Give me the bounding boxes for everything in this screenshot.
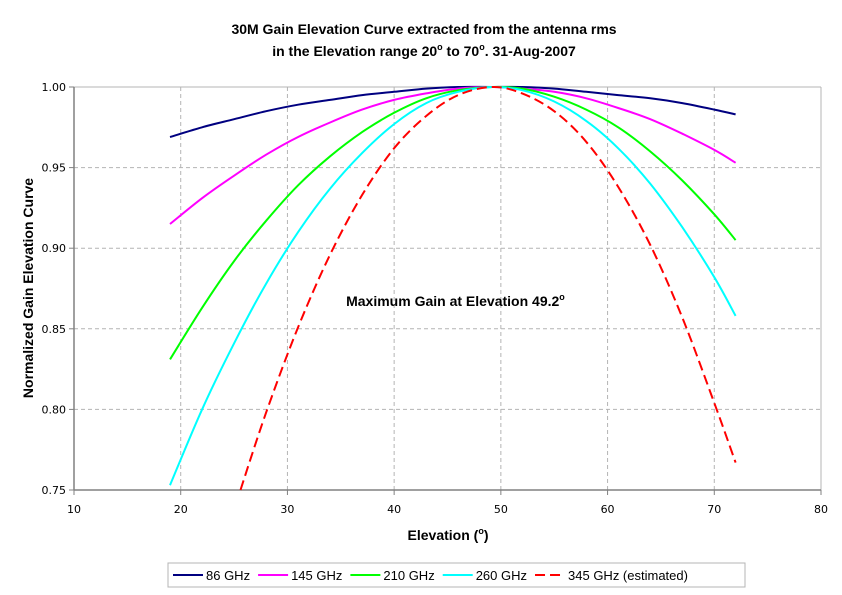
x-axis-label: Elevation (o): [408, 526, 489, 543]
series-lines: [169, 85, 737, 491]
title-part-1: in the Elevation range 20: [272, 43, 437, 59]
x-tick-label: 70: [707, 503, 721, 516]
x-tick-label: 30: [280, 503, 294, 516]
y-tick-label: 0.85: [42, 323, 67, 336]
series-line-145-ghz: [169, 86, 737, 225]
series-line-210-ghz: [169, 85, 737, 360]
annotation-text: Maximum Gain at Elevation 49.2: [346, 293, 559, 309]
legend-label: 345 GHz (estimated): [568, 568, 688, 583]
x-axis-label-text: Elevation (: [408, 527, 479, 543]
series-line-345-ghz: [239, 85, 737, 491]
legend: 86 GHz 145 GHz 210 GHz 260 GHz 345 GHz (esti…: [167, 562, 746, 588]
y-tick-label: 0.90: [42, 242, 67, 255]
legend-label: 86 GHz: [206, 568, 250, 583]
chart-title-line-1: 30M Gain Elevation Curve extracted from …: [231, 21, 616, 37]
y-tick-label: 0.95: [42, 162, 67, 175]
series-line-260-ghz: [169, 85, 737, 486]
y-tick-label: 0.80: [42, 403, 67, 416]
chart-title-line-2: in the Elevation range 20o to 70o. 31-Au…: [272, 42, 576, 59]
y-tick-label: 0.75: [42, 484, 67, 497]
annotation-max-gain: Maximum Gain at Elevation 49.2o: [346, 292, 565, 309]
x-tick-label: 50: [494, 503, 508, 516]
y-axis-label: Normalized Gain Elevation Curve: [20, 178, 36, 398]
series-line-86-ghz: [169, 85, 736, 138]
title-degree-2: o: [479, 42, 485, 52]
axes: [69, 86, 822, 495]
title-part-2: to 70: [443, 43, 480, 59]
x-tick-label: 20: [174, 503, 188, 516]
x-tick-label: 40: [387, 503, 401, 516]
annotation-degree: o: [559, 292, 565, 302]
title-degree-1: o: [437, 42, 443, 52]
legend-label: 210 GHz: [383, 568, 434, 583]
x-axis-label-degree: o: [478, 526, 484, 536]
x-tick-label: 60: [601, 503, 615, 516]
x-tick-label: 80: [814, 503, 828, 516]
legend-label: 260 GHz: [476, 568, 527, 583]
title-part-3: . 31-Aug-2007: [485, 43, 576, 59]
x-axis-label-close: ): [484, 527, 489, 543]
x-tick-label: 10: [67, 503, 81, 516]
y-tick-label: 1.00: [42, 81, 67, 94]
tick-labels: 0.75 0.80 0.85 0.90 0.95 1.00 10 20 30 40 50 60 70 80: [42, 81, 829, 516]
legend-label: 145 GHz: [291, 568, 342, 583]
